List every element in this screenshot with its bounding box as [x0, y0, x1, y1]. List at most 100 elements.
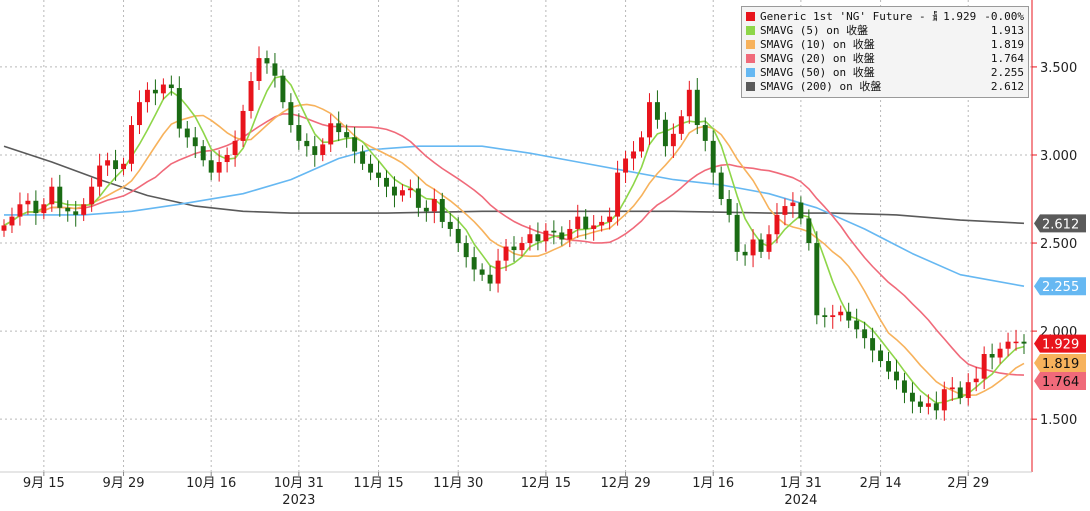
candle-body-25	[200, 146, 206, 161]
candle-body-87	[694, 89, 700, 126]
candle-body-26	[208, 160, 214, 173]
candle-body-49	[391, 186, 397, 196]
legend-swatch-sma10	[746, 39, 755, 49]
candle-body-104	[830, 315, 836, 318]
value-tag-bg-0	[1034, 214, 1086, 233]
legend-swatch-price	[746, 11, 755, 21]
candle-body-102	[814, 243, 820, 316]
candle-body-126	[1005, 341, 1011, 349]
x-tick-label-0: 9月 15	[23, 476, 65, 491]
legend-swatch-sma20	[746, 53, 755, 63]
candle-body-62	[495, 260, 501, 284]
legend-row-price: Generic 1st 'NG' Future - 最新價 1.929 -0.0…	[746, 9, 1024, 23]
value-tag-label-0: 2.612	[1042, 217, 1079, 232]
candle-body-88	[702, 125, 708, 141]
candle-body-72	[575, 216, 581, 229]
value-tag-bg-1	[1034, 277, 1086, 296]
candle-body-89	[710, 140, 716, 173]
candle-body-17	[136, 102, 142, 126]
candle-body-128	[1021, 341, 1027, 344]
candle-body-93	[742, 251, 748, 256]
candle-body-33	[264, 58, 270, 64]
candle-body-105	[838, 311, 844, 316]
candle-body-28	[224, 154, 230, 163]
candle-body-68	[543, 230, 549, 242]
legend-value-sma5: 1.913	[990, 23, 1024, 37]
candle-body-55	[439, 199, 445, 222]
candle-body-116	[925, 403, 931, 407]
legend-row-sma20: SMAVG (20) on 收盤 1.764	[746, 51, 1024, 65]
candle-body-23	[184, 128, 190, 138]
candle-body-65	[519, 243, 525, 251]
candle-body-66	[527, 234, 533, 244]
candle-body-34	[272, 63, 278, 76]
candle-body-18	[144, 89, 150, 103]
candle-body-59	[471, 257, 477, 270]
candle-body-76	[607, 216, 613, 222]
candle-body-100	[798, 202, 804, 219]
candle-body-41	[328, 123, 334, 145]
candle-body-83	[662, 119, 668, 147]
candle-body-54	[431, 199, 437, 212]
candle-body-42	[336, 123, 342, 133]
candle-body-123	[981, 354, 987, 379]
x-year-label-1: 2024	[784, 493, 817, 508]
candle-body-125	[997, 348, 1003, 358]
candle-body-110	[878, 350, 884, 362]
candle-body-47	[376, 172, 382, 178]
candle-body-52	[415, 188, 421, 208]
candle-body-6	[49, 186, 55, 205]
candle-body-1	[9, 216, 15, 226]
candle-body-48	[384, 177, 389, 187]
x-tick-label-5: 11月 30	[433, 476, 483, 491]
x-tick-label-8: 1月 16	[692, 476, 734, 491]
candle-body-50	[399, 190, 405, 196]
candle-body-16	[129, 125, 134, 164]
candle-body-22	[176, 88, 182, 129]
legend-value-sma20: 1.764	[990, 51, 1024, 65]
candle-body-46	[368, 163, 374, 173]
candle-body-30	[240, 110, 246, 141]
candle-body-78	[623, 158, 629, 173]
candle-body-60	[479, 269, 485, 275]
candle-body-120	[957, 387, 963, 399]
legend-value-sma200: 2.612	[990, 79, 1024, 93]
candle-body-58	[463, 243, 469, 258]
x-tick-label-10: 2月 14	[860, 476, 902, 491]
candle-body-91	[726, 199, 732, 215]
legend-label-sma20: SMAVG (20) on 收盤	[760, 52, 875, 65]
candle-body-12	[97, 165, 103, 187]
candle-body-98	[782, 206, 788, 215]
candle-body-86	[686, 89, 692, 117]
candle-body-71	[567, 228, 573, 240]
candle-body-32	[256, 58, 262, 82]
candle-body-70	[559, 232, 565, 240]
legend-value-sma50: 2.255	[990, 65, 1024, 79]
legend-label-sma50: SMAVG (50) on 收盤	[760, 66, 875, 79]
candle-body-79	[631, 151, 637, 159]
candle-body-101	[806, 218, 812, 244]
candle-body-44	[352, 137, 358, 152]
value-tag-bg-2	[1034, 334, 1086, 353]
candle-body-39	[312, 146, 318, 155]
x-tick-label-6: 12月 15	[521, 476, 571, 491]
candle-body-19	[152, 89, 158, 94]
y-tick-label-4: 3.500	[1040, 61, 1077, 76]
value-tag-label-1: 2.255	[1042, 280, 1079, 295]
candle-body-13	[105, 160, 111, 166]
candle-body-80	[639, 137, 644, 152]
candle-body-85	[678, 116, 684, 134]
candle-body-81	[646, 102, 652, 138]
candle-body-0	[1, 225, 7, 231]
candle-body-69	[551, 230, 557, 233]
candle-body-74	[591, 225, 597, 229]
candle-body-10	[81, 204, 87, 215]
legend-label-sma5: SMAVG (5) on 收盤	[760, 24, 869, 37]
legend-row-sma200: SMAVG (200) on 收盤 2.612	[746, 79, 1024, 93]
candle-body-95	[758, 239, 764, 252]
x-tick-label-3: 10月 31	[274, 476, 324, 491]
legend-row-sma10: SMAVG (10) on 收盤 1.819	[746, 37, 1024, 51]
x-tick-label-2: 10月 16	[186, 476, 236, 491]
